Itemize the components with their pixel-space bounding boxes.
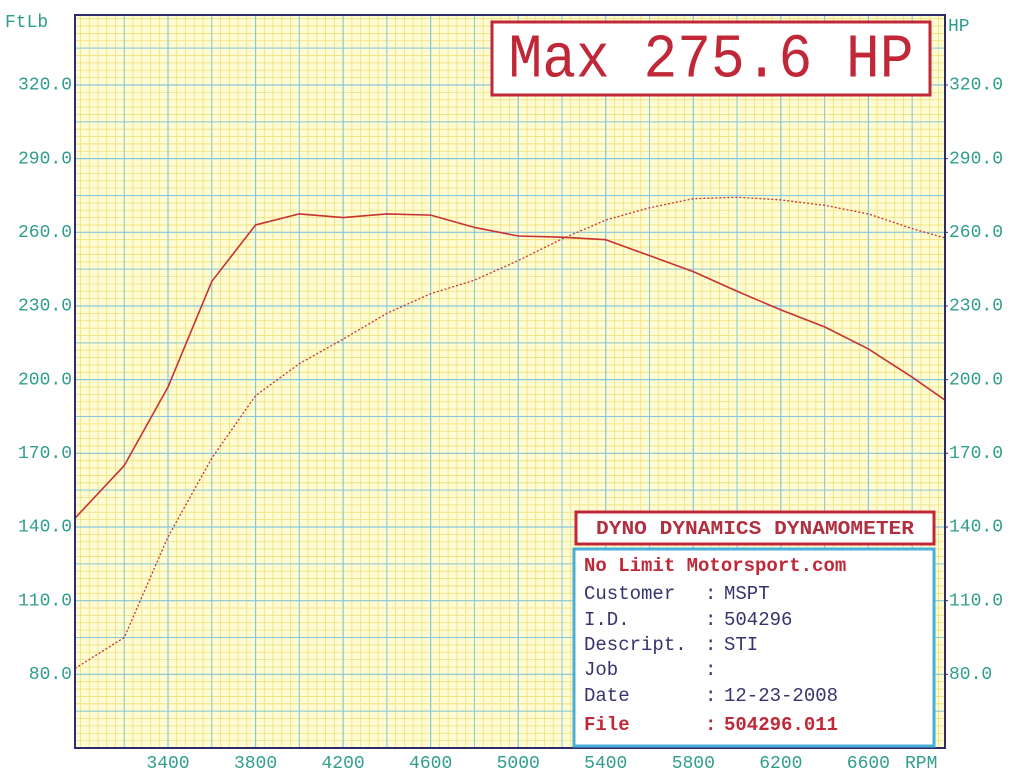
info-value: MSPT	[724, 583, 770, 605]
y2-tick-label: 200.0	[949, 370, 1003, 390]
info-separator: :	[705, 659, 716, 681]
title-box	[490, 20, 932, 97]
y-tick-label: 80.0	[29, 665, 72, 685]
x-axis-label: RPM	[905, 754, 937, 774]
y-tick-label: 110.0	[18, 591, 72, 611]
y-tick-label: 140.0	[18, 518, 72, 538]
x-tick-label: 5000	[497, 754, 540, 774]
info-value: 12-23-2008	[724, 685, 838, 707]
y-tick-label: 260.0	[18, 223, 72, 243]
y2-axis-label: HP	[948, 17, 970, 37]
x-tick-label: 4600	[409, 754, 452, 774]
y2-tick-label: 290.0	[949, 149, 1003, 169]
y-tick-label: 230.0	[18, 297, 72, 317]
info-separator: :	[705, 714, 716, 736]
info-separator: :	[705, 634, 716, 656]
y2-tick-label: 140.0	[949, 518, 1003, 538]
info-value: STI	[724, 634, 758, 656]
x-tick-label: 6600	[847, 754, 890, 774]
y2-tick-label: 260.0	[949, 223, 1003, 243]
chart-title: Max 275.6 HP	[509, 24, 914, 95]
curves	[74, 196, 946, 669]
info-company: No Limit Motorsport.com	[584, 555, 846, 577]
y-axis-label: FtLb	[5, 13, 48, 33]
info-box	[572, 547, 936, 748]
y-tick-label: 200.0	[18, 370, 72, 390]
info-header: DYNO DYNAMICS DYNAMOMETER	[596, 518, 915, 540]
info-separator: :	[705, 609, 716, 631]
y2-tick-label: 170.0	[949, 444, 1003, 464]
info-header-box	[574, 510, 936, 546]
y-tick-label: 320.0	[18, 76, 72, 96]
info-label: File	[584, 714, 630, 736]
info-label: Descript.	[584, 634, 687, 656]
y-tick-label: 290.0	[18, 149, 72, 169]
y2-tick-label: 320.0	[949, 76, 1003, 96]
y2-tick-label: 230.0	[949, 297, 1003, 317]
info-label: Customer	[584, 583, 675, 605]
info-label: Job	[584, 659, 618, 681]
plot-border	[74, 14, 946, 749]
info-label: I.D.	[584, 609, 630, 631]
torque-curve	[74, 213, 946, 519]
axes: 3400 3800 4200 4600 5000 5400 5800 6200 6600 80.0…	[18, 76, 1003, 774]
info-label: Date	[584, 685, 630, 707]
y2-tick-label: 110.0	[949, 591, 1003, 611]
y2-tick-label: 80.0	[949, 665, 992, 685]
x-tick-label: 5800	[672, 754, 715, 774]
y-tick-label: 170.0	[18, 444, 72, 464]
info-separator: :	[705, 685, 716, 707]
x-tick-label: 3400	[146, 754, 189, 774]
x-tick-label: 5400	[584, 754, 627, 774]
info-value: 504296	[724, 609, 792, 631]
x-tick-label: 6200	[759, 754, 802, 774]
info-separator: :	[705, 583, 716, 605]
x-tick-label: 4200	[322, 754, 365, 774]
info-value: 504296.011	[724, 714, 838, 736]
x-tick-label: 3800	[234, 754, 277, 774]
